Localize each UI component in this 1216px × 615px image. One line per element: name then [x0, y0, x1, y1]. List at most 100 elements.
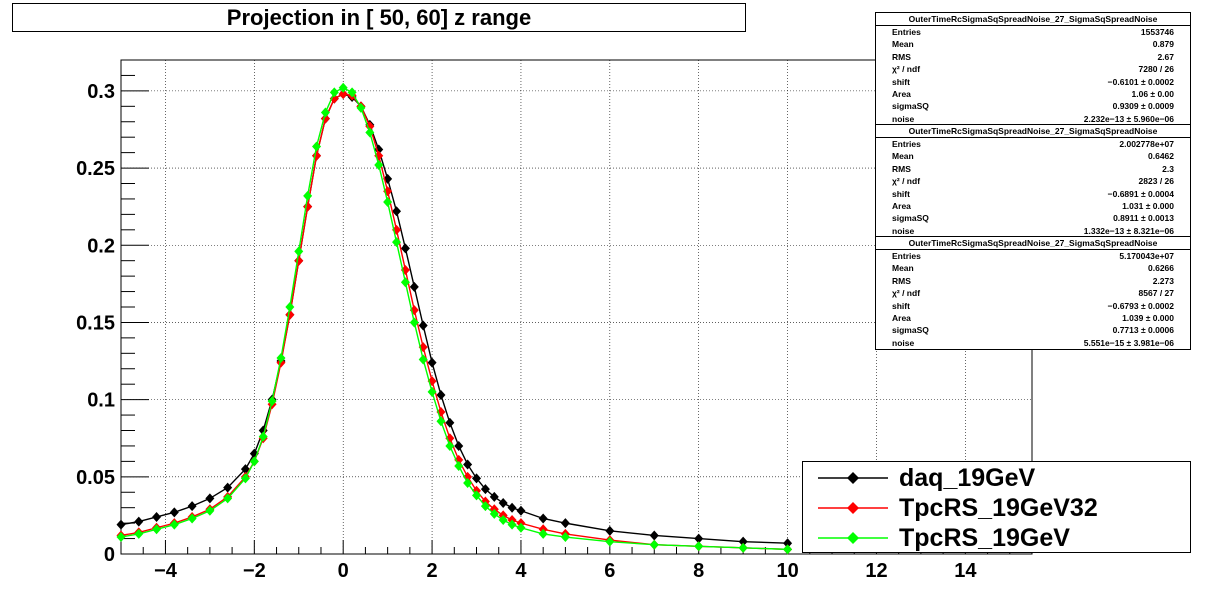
data-point: [285, 302, 295, 312]
legend-item-tpcrs32: TpcRS_19GeV32: [803, 493, 1190, 523]
data-point: [409, 317, 419, 328]
stats-box: OuterTimeRcSigmaSqSpreadNoise_27_SigmaSq…: [875, 124, 1191, 239]
data-point: [249, 456, 259, 467]
data-point: [320, 107, 330, 118]
x-tick-label: 10: [776, 560, 798, 582]
data-point: [489, 508, 499, 519]
stats-row: shift −0.6891 ± 0.0004: [876, 188, 1190, 200]
stats-key: shift: [892, 76, 910, 87]
stats-key: Entries: [892, 251, 921, 261]
stats-value: 7280 / 26: [1138, 64, 1174, 75]
stats-key: χ² / ndf: [892, 288, 921, 299]
data-point: [223, 493, 233, 504]
legend-label-daq: daq_19GeV: [899, 464, 1036, 492]
stats-value: 1.06 ± 0.00: [1131, 88, 1174, 99]
stats-row: Area 1.06 ± 0.00: [876, 88, 1190, 100]
data-point: [783, 544, 793, 555]
data-point: [472, 490, 482, 501]
stats-value: 5.170043e+07: [1119, 251, 1174, 261]
stats-value: −0.6793 ± 0.0002: [1107, 300, 1174, 311]
series-0: [116, 88, 793, 549]
data-point: [400, 243, 410, 254]
stats-value: 2.3: [1162, 163, 1174, 174]
data-point: [294, 246, 304, 257]
stats-row: χ² / ndf 8567 / 27: [876, 287, 1190, 299]
data-point: [538, 513, 548, 524]
stats-key: shift: [892, 188, 910, 199]
stats-row: sigmaSQ 0.8911 ± 0.0013: [876, 212, 1190, 224]
y-tick-label: 0.3: [87, 81, 115, 103]
data-point: [187, 501, 197, 512]
data-point: [560, 532, 570, 543]
y-tick-label: 0.05: [76, 467, 115, 489]
data-point: [356, 102, 366, 113]
series-1: [116, 88, 793, 555]
x-tick-label: 14: [954, 560, 977, 582]
stats-value: 1.039 ± 0.000: [1122, 312, 1174, 323]
series-line: [120, 93, 788, 551]
data-point: [507, 519, 517, 530]
x-tick-label: 2: [427, 560, 438, 582]
series-line: [120, 86, 788, 551]
data-point: [116, 519, 126, 530]
stats-key: RMS: [892, 275, 911, 286]
stats-key: Mean: [892, 151, 914, 162]
stats-row: Area 1.031 ± 0.000: [876, 200, 1190, 212]
data-point: [436, 416, 446, 427]
stats-value: 1.332e−13 ± 8.321e−06: [1083, 225, 1174, 236]
stats-row: sigmaSQ 0.7713 ± 0.0006: [876, 324, 1190, 336]
stats-value: 0.6266: [1148, 263, 1174, 274]
y-tick-label: 0: [104, 544, 115, 566]
data-point: [463, 477, 473, 488]
data-point: [338, 88, 348, 99]
data-point: [116, 532, 126, 543]
stats-key: Area: [892, 200, 911, 211]
stats-key: χ² / ndf: [892, 176, 921, 187]
stats-row: RMS 2.67: [876, 51, 1190, 63]
stats-value: 5.551e−15 ± 3.981e−06: [1083, 337, 1174, 348]
data-point: [560, 518, 570, 529]
x-tick-label: 8: [693, 560, 704, 582]
stats-row: Mean 0.6266: [876, 262, 1190, 274]
stats-key: Mean: [892, 263, 914, 274]
data-point: [205, 505, 215, 516]
data-point: [267, 396, 277, 407]
data-point: [347, 87, 357, 98]
stats-row: shift −0.6793 ± 0.0002: [876, 300, 1190, 312]
stats-value: −0.6891 ± 0.0004: [1107, 188, 1174, 199]
data-point: [312, 141, 322, 152]
data-point: [480, 484, 490, 495]
data-point: [409, 281, 419, 292]
series-2: [116, 82, 793, 555]
data-point: [516, 505, 526, 516]
stats-key: sigmaSQ: [892, 213, 929, 224]
stats-value: 2.273: [1152, 275, 1174, 286]
legend: daq_19GeV TpcRS_19GeV32 TpcRS_19GeV: [802, 461, 1191, 553]
data-point: [169, 519, 179, 530]
data-point: [392, 206, 402, 217]
data-point: [454, 440, 464, 451]
stats-value: 2.002778e+07: [1119, 139, 1174, 149]
data-point: [445, 417, 455, 428]
legend-item-daq: daq_19GeV: [803, 463, 1190, 493]
stats-key: Mean: [892, 39, 914, 50]
stats-value: 0.6462: [1148, 151, 1174, 162]
data-point: [134, 516, 144, 527]
stats-row: sigmaSQ 0.9309 ± 0.0009: [876, 100, 1190, 112]
stats-row: Area 1.039 ± 0.000: [876, 312, 1190, 324]
data-point: [649, 530, 659, 541]
stats-key: Entries: [892, 27, 921, 37]
data-point: [463, 459, 473, 470]
data-point: [152, 524, 162, 535]
y-tick-label: 0.1: [87, 390, 115, 412]
data-point: [454, 461, 464, 472]
stats-title: OuterTimeRcSigmaSqSpreadNoise_27_SigmaSq…: [876, 13, 1190, 26]
stats-value: −0.6101 ± 0.0002: [1107, 76, 1174, 87]
data-point: [169, 507, 179, 518]
stats-key: RMS: [892, 51, 911, 62]
data-point: [303, 190, 313, 201]
data-point: [338, 82, 348, 93]
data-point: [223, 482, 233, 493]
stats-key: shift: [892, 300, 910, 311]
data-point: [498, 498, 508, 509]
